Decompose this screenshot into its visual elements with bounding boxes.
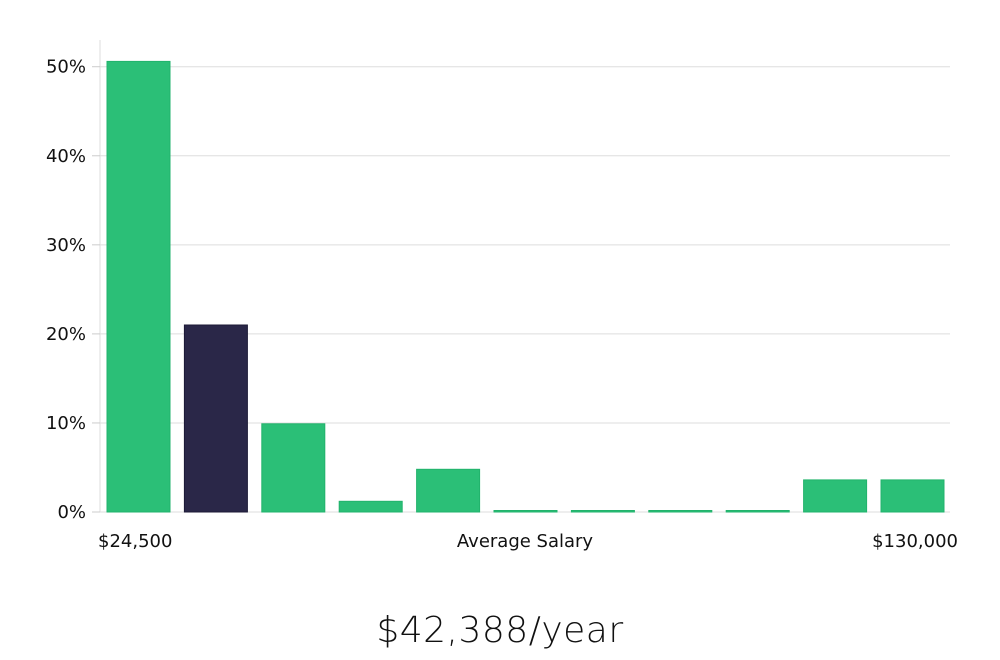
bar	[261, 423, 326, 513]
bar	[338, 500, 403, 513]
y-tick-label: 30%	[46, 235, 86, 256]
x-min-label: $24,500	[98, 531, 172, 552]
x-axis-label: Average Salary	[457, 531, 594, 552]
y-tick-label: 50%	[46, 57, 86, 78]
y-tick-label: 0%	[57, 502, 86, 523]
bar	[416, 468, 481, 513]
bar	[648, 510, 713, 513]
bar	[803, 479, 868, 513]
y-tick-label: 40%	[46, 146, 86, 167]
average-salary-value: $42,388/year	[376, 610, 624, 651]
bar	[106, 60, 171, 513]
bar	[880, 479, 945, 513]
y-tick-labels: 0% 10% 20% 30% 40% 50%	[46, 57, 100, 523]
highlighted-bar	[183, 324, 248, 513]
y-tick-label: 20%	[46, 324, 86, 345]
salary-histogram: 0% 10% 20% 30% 40% 50% $24,500 Average Salary…	[46, 40, 958, 552]
bars	[106, 60, 945, 513]
x-max-label: $130,000	[872, 531, 958, 552]
bar	[725, 510, 790, 513]
y-tick-label: 10%	[46, 413, 86, 434]
bar	[493, 510, 558, 513]
bar	[570, 510, 635, 513]
